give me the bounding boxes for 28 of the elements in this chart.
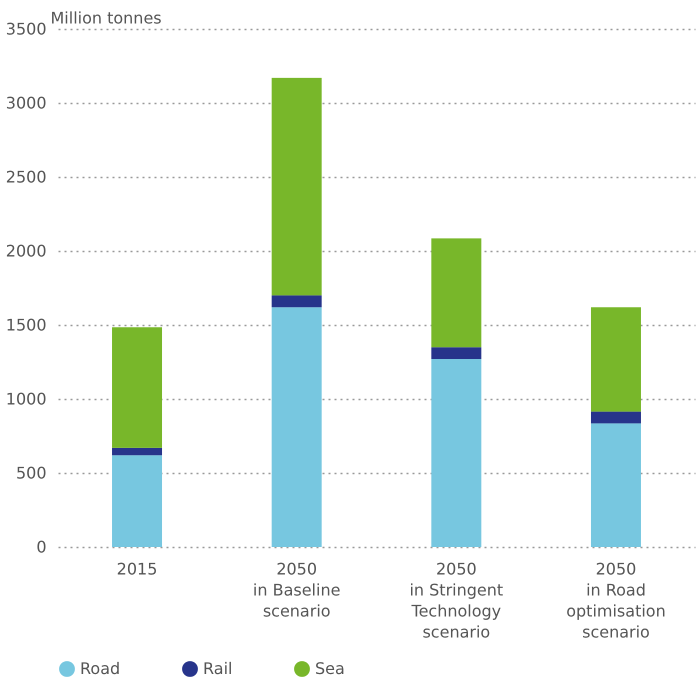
y-tick-label: 500: [16, 464, 46, 482]
bar: [431, 347, 482, 360]
legend-label: Road: [80, 659, 120, 678]
legend-label: Sea: [315, 659, 345, 678]
bar: [590, 423, 641, 547]
y-tick-label: 0: [36, 538, 46, 556]
bar: [272, 295, 322, 308]
bar: [112, 448, 162, 456]
bar: [431, 238, 482, 348]
x-tick-label: 2050 in Road optimisation scenario: [566, 560, 666, 642]
bar: [431, 359, 482, 547]
y-tick-label: 2000: [6, 242, 46, 260]
y-tick-label: 1000: [6, 390, 46, 408]
bar: [272, 307, 322, 547]
x-tick-label: 2050 in Stringent Technology scenario: [409, 560, 504, 642]
bar: [112, 327, 162, 448]
legend-label: Rail: [203, 659, 232, 678]
x-tick-label: 2015: [116, 560, 158, 578]
y-tick-label: 1500: [6, 316, 46, 334]
bar: [112, 455, 162, 547]
bar: [590, 307, 641, 412]
y-tick-label: 3500: [6, 20, 46, 38]
bar: [590, 412, 641, 424]
y-tick-label: 2500: [6, 168, 46, 186]
y-tick-label: 3000: [6, 94, 46, 112]
y-axis-title: Million tonnes: [50, 8, 162, 28]
x-tick-label: 2050 in Baseline scenario: [252, 560, 340, 620]
bar: [272, 78, 322, 296]
